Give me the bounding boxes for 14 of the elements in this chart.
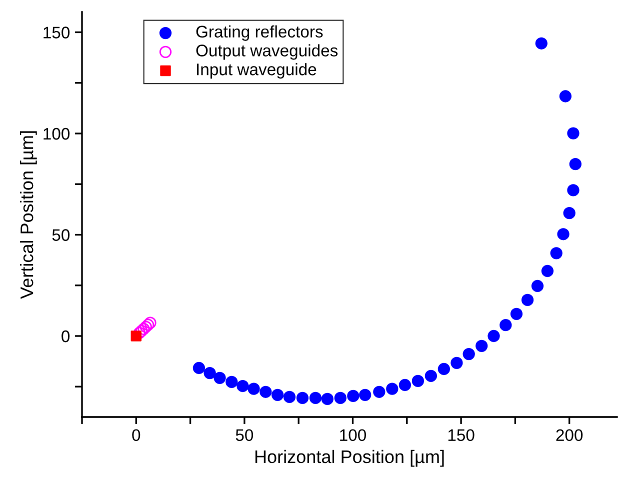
y-tick-label: 150: [44, 26, 70, 38]
x-tick-label: 50: [236, 429, 254, 442]
x-tick-label: 200: [556, 429, 583, 442]
x-tick-label: 0: [132, 429, 140, 442]
legend-label: Input waveguide: [197, 63, 316, 79]
y-tick-label: 50: [52, 229, 70, 241]
legend-label: Grating reflectors: [196, 25, 323, 41]
x-tick-label: 100: [340, 429, 366, 442]
x-tick-label: 150: [448, 429, 474, 442]
y-tick-label: 0: [62, 330, 70, 342]
x-axis-title: Horizontal Position [µm]: [255, 450, 444, 467]
y-axis-title: Vertical Position [µm]: [20, 131, 37, 299]
y-tick-label: 100: [44, 128, 70, 140]
legend-label: Output waveguides: [196, 44, 338, 60]
